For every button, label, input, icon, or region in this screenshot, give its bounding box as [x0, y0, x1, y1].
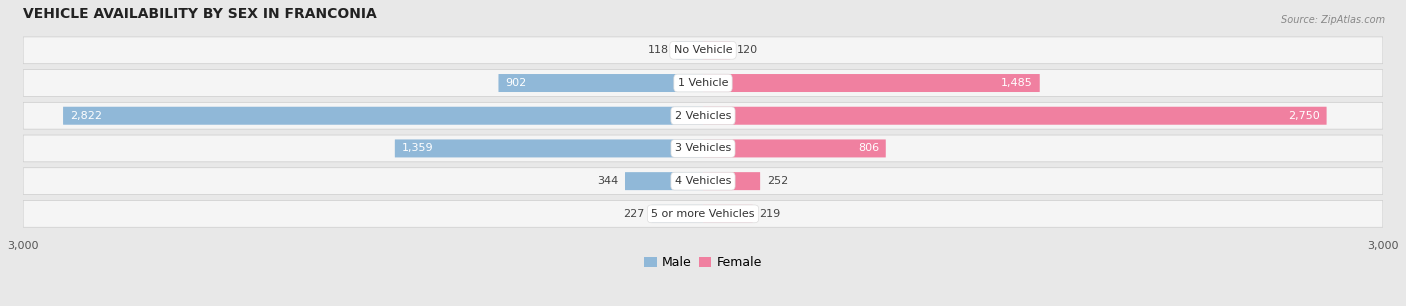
Text: 4 Vehicles: 4 Vehicles [675, 176, 731, 186]
FancyBboxPatch shape [22, 102, 1384, 129]
Text: 118: 118 [648, 45, 669, 55]
FancyBboxPatch shape [703, 107, 1327, 125]
Text: 219: 219 [759, 209, 780, 219]
FancyBboxPatch shape [22, 37, 1384, 64]
FancyBboxPatch shape [703, 172, 761, 190]
Text: 3 Vehicles: 3 Vehicles [675, 144, 731, 153]
Text: VEHICLE AVAILABILITY BY SEX IN FRANCONIA: VEHICLE AVAILABILITY BY SEX IN FRANCONIA [22, 7, 377, 21]
FancyBboxPatch shape [395, 140, 703, 157]
Text: 1,359: 1,359 [402, 144, 433, 153]
Text: 1,485: 1,485 [1001, 78, 1033, 88]
Text: Source: ZipAtlas.com: Source: ZipAtlas.com [1281, 15, 1385, 25]
Text: 2,822: 2,822 [70, 111, 101, 121]
FancyBboxPatch shape [703, 205, 752, 223]
Legend: Male, Female: Male, Female [640, 251, 766, 274]
FancyBboxPatch shape [676, 41, 703, 59]
Text: 2,750: 2,750 [1288, 111, 1320, 121]
Text: 5 or more Vehicles: 5 or more Vehicles [651, 209, 755, 219]
Text: 1 Vehicle: 1 Vehicle [678, 78, 728, 88]
FancyBboxPatch shape [703, 41, 730, 59]
FancyBboxPatch shape [63, 107, 703, 125]
FancyBboxPatch shape [651, 205, 703, 223]
Text: 252: 252 [766, 176, 789, 186]
FancyBboxPatch shape [626, 172, 703, 190]
Text: 902: 902 [505, 78, 526, 88]
FancyBboxPatch shape [22, 200, 1384, 227]
Text: 344: 344 [598, 176, 619, 186]
Text: 2 Vehicles: 2 Vehicles [675, 111, 731, 121]
FancyBboxPatch shape [22, 69, 1384, 96]
Text: 806: 806 [858, 144, 879, 153]
FancyBboxPatch shape [22, 135, 1384, 162]
FancyBboxPatch shape [499, 74, 703, 92]
Text: 120: 120 [737, 45, 758, 55]
FancyBboxPatch shape [703, 140, 886, 157]
Text: No Vehicle: No Vehicle [673, 45, 733, 55]
FancyBboxPatch shape [22, 168, 1384, 195]
Text: 227: 227 [623, 209, 645, 219]
FancyBboxPatch shape [703, 74, 1040, 92]
